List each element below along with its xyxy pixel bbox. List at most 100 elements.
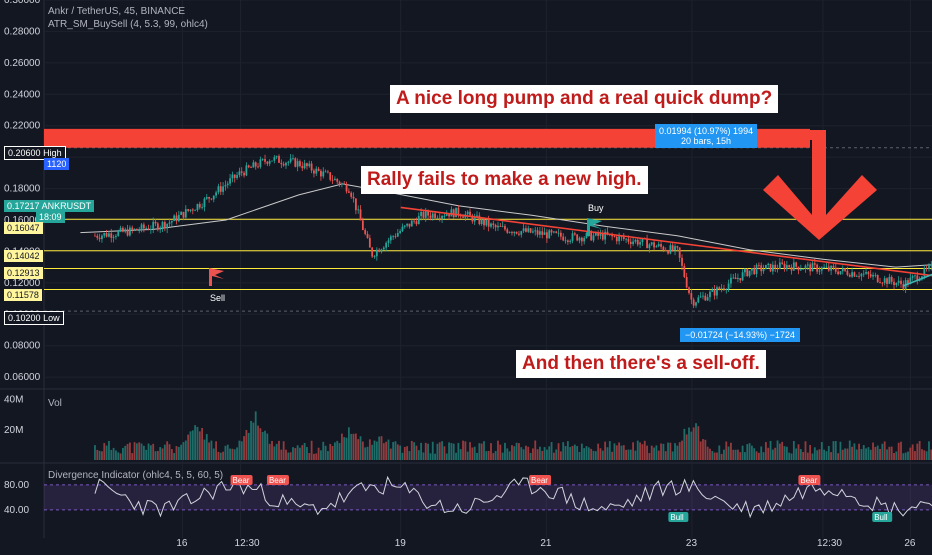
candle-body [345, 183, 348, 192]
volume-bar [664, 451, 667, 460]
candle-body [674, 246, 676, 251]
volume-bar [688, 427, 690, 460]
candle-body [757, 264, 760, 266]
candle-body [271, 160, 273, 162]
candle-body [205, 197, 208, 199]
y-tick-label: 0.06000 [4, 372, 41, 383]
volume-bar [855, 449, 858, 460]
candle-body [820, 267, 823, 271]
volume-bar [660, 443, 662, 460]
volume-bar [874, 446, 877, 460]
candle-body [289, 158, 292, 162]
volume-bar [264, 430, 266, 460]
volume-bar [748, 443, 751, 460]
candle-body [282, 164, 285, 166]
volume-bar [646, 445, 648, 460]
high-price-label: High [43, 148, 62, 158]
volume-bar [436, 443, 439, 460]
candle-body [692, 299, 695, 306]
volume-bar [455, 452, 457, 460]
volume-bar [191, 430, 194, 460]
volume-bar [96, 449, 99, 460]
candle-body [455, 207, 457, 218]
candle-body [448, 214, 450, 217]
volume-bar [476, 452, 478, 460]
volume-bar [520, 447, 523, 460]
candle-body [135, 228, 138, 231]
volume-bar [247, 432, 250, 460]
volume-bar [231, 448, 234, 460]
candle-body [198, 204, 201, 208]
candle-body [711, 289, 714, 292]
volume-bar [608, 441, 611, 460]
volume-bar [108, 440, 110, 460]
level-chip-3: 0.12913 [4, 267, 43, 279]
volume-bar [774, 447, 777, 460]
volume-bar [422, 452, 425, 460]
candle-body [403, 225, 406, 227]
candle-body [259, 159, 262, 167]
candle-body [599, 233, 602, 236]
candle-body [147, 228, 150, 230]
volume-bar [415, 445, 418, 460]
bull-marker [668, 512, 689, 522]
candle-body [520, 231, 523, 235]
volume-bar [261, 432, 264, 460]
volume-bar [448, 442, 450, 460]
candle-body [196, 204, 199, 211]
candle-body [392, 236, 395, 238]
sell-flag-icon [209, 268, 224, 286]
candle-body [201, 207, 204, 208]
volume-bar [762, 452, 765, 460]
volume-bar [667, 442, 669, 460]
volume-bar [177, 446, 180, 460]
volume-bar [655, 445, 658, 460]
volume-bar [709, 448, 711, 460]
candle-body [357, 209, 360, 211]
volume-bar [438, 442, 441, 460]
volume-bar [546, 449, 548, 460]
volume-bar [469, 442, 471, 460]
candle-body [331, 179, 334, 181]
volume-bar [210, 440, 213, 460]
candle-body [340, 183, 343, 185]
candle-body [697, 297, 700, 303]
candle-body [914, 275, 916, 277]
volume-bar [187, 434, 190, 460]
candle-body [830, 265, 833, 271]
candle-body [382, 247, 385, 250]
volume-bar [723, 449, 725, 460]
volume-bar [583, 448, 586, 460]
level-chip-2: 0.14042 [4, 250, 43, 262]
volume-bar [240, 441, 243, 460]
volume-bar [331, 445, 334, 460]
candle-body [695, 302, 697, 306]
candle-body [853, 272, 856, 277]
volume-bar [357, 439, 360, 460]
volume-bar [806, 452, 809, 460]
candle-body [552, 231, 555, 233]
volume-bar [557, 443, 560, 460]
candle-body [548, 230, 551, 239]
candle-body [422, 211, 425, 218]
candle-body [576, 234, 579, 241]
volume-bar [641, 444, 644, 460]
volume-bar [413, 442, 416, 460]
volume-bar [893, 453, 895, 460]
candle-body [180, 211, 183, 215]
y-tick-label: 0.28000 [4, 26, 41, 37]
volume-bar [627, 449, 630, 460]
volume-bar [790, 453, 793, 460]
candle-body [427, 211, 429, 216]
volume-bar [273, 446, 276, 460]
candle-body [394, 236, 397, 238]
volume-bar [285, 449, 287, 460]
candle-body [618, 236, 621, 242]
volume-bar [580, 443, 583, 460]
candle-body [865, 272, 867, 274]
volume-bar [632, 442, 634, 460]
candle-body [152, 221, 155, 229]
volume-bar [492, 453, 495, 460]
